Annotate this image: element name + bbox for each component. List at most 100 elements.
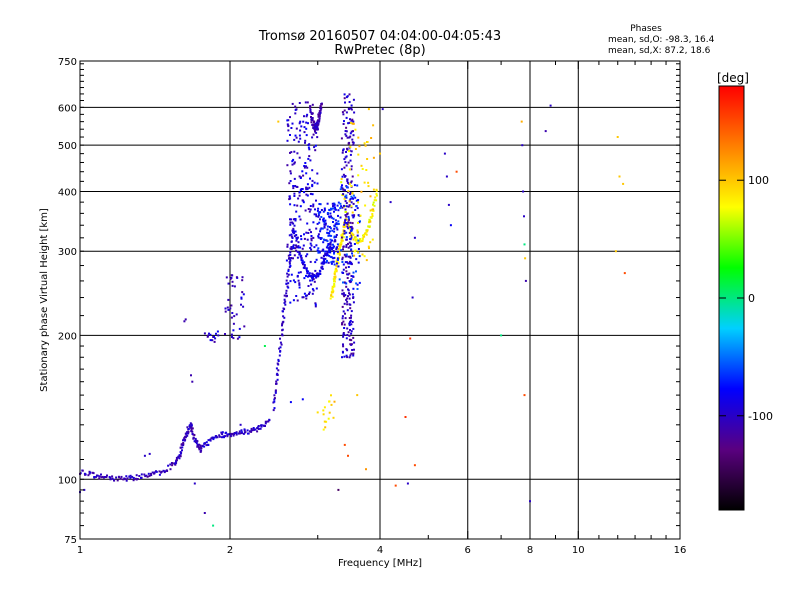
data-point bbox=[224, 333, 226, 335]
data-point bbox=[230, 316, 233, 319]
colorbar: [deg] 100 0 -100 bbox=[717, 71, 773, 511]
x-tick-label: 1 bbox=[77, 545, 83, 556]
data-point bbox=[312, 276, 315, 278]
data-point bbox=[227, 282, 230, 285]
data-point bbox=[305, 186, 308, 189]
data-point bbox=[341, 356, 343, 359]
data-point bbox=[341, 151, 344, 154]
data-point bbox=[279, 346, 282, 349]
data-point bbox=[314, 305, 317, 308]
data-point bbox=[241, 291, 244, 294]
data-point bbox=[319, 230, 322, 233]
data-point bbox=[241, 279, 244, 282]
data-point bbox=[125, 475, 128, 478]
data-point bbox=[369, 209, 372, 212]
data-point bbox=[198, 446, 200, 449]
data-point bbox=[283, 301, 286, 304]
data-point bbox=[350, 339, 353, 342]
data-point bbox=[223, 436, 225, 439]
data-point bbox=[303, 131, 306, 134]
data-point bbox=[190, 430, 193, 433]
data-point bbox=[339, 253, 341, 256]
data-point bbox=[317, 122, 320, 125]
data-point bbox=[147, 472, 150, 475]
data-point bbox=[328, 247, 331, 249]
data-point bbox=[367, 185, 370, 188]
data-point bbox=[316, 172, 319, 175]
data-point bbox=[186, 426, 189, 429]
data-point bbox=[344, 317, 347, 320]
data-point bbox=[348, 108, 350, 111]
data-point bbox=[253, 428, 256, 431]
data-point bbox=[287, 254, 290, 257]
data-point bbox=[336, 252, 339, 255]
data-point bbox=[288, 257, 290, 260]
data-point bbox=[300, 188, 303, 190]
data-point bbox=[342, 320, 345, 323]
data-point bbox=[298, 253, 301, 256]
data-point bbox=[298, 191, 301, 194]
data-point bbox=[345, 266, 347, 269]
data-point bbox=[231, 280, 234, 283]
data-point bbox=[211, 339, 214, 342]
data-point bbox=[293, 150, 296, 153]
data-point bbox=[232, 337, 235, 340]
data-point bbox=[305, 127, 308, 130]
data-point bbox=[305, 188, 308, 191]
x-tick-label: 2 bbox=[227, 545, 233, 556]
data-point bbox=[353, 348, 355, 351]
data-point bbox=[305, 294, 307, 297]
data-point bbox=[351, 118, 354, 121]
data-point bbox=[367, 225, 370, 228]
data-point bbox=[289, 223, 292, 226]
data-point bbox=[335, 222, 338, 225]
data-point bbox=[315, 124, 318, 127]
y-tick-label: 300 bbox=[58, 247, 77, 258]
data-point bbox=[301, 188, 304, 190]
data-point bbox=[350, 205, 353, 208]
data-point bbox=[200, 449, 203, 452]
data-point bbox=[289, 151, 291, 154]
colorbar-tick-label: -100 bbox=[748, 410, 773, 423]
data-point bbox=[353, 341, 356, 344]
data-point bbox=[344, 223, 347, 226]
data-point bbox=[290, 151, 293, 154]
data-point bbox=[322, 260, 325, 263]
data-point bbox=[277, 120, 280, 123]
data-point bbox=[409, 337, 412, 340]
data-point bbox=[524, 257, 527, 260]
data-point bbox=[291, 237, 294, 239]
data-point bbox=[332, 221, 334, 223]
data-point bbox=[341, 256, 344, 259]
data-point bbox=[348, 241, 351, 244]
data-point bbox=[286, 243, 289, 246]
data-point bbox=[310, 117, 313, 120]
data-point bbox=[345, 205, 348, 208]
data-point bbox=[322, 241, 325, 244]
data-point bbox=[206, 335, 209, 338]
data-point bbox=[316, 125, 319, 128]
data-point bbox=[337, 262, 340, 265]
data-point bbox=[352, 271, 355, 274]
y-axis: 75 100 200 300 400 500 600 750 bbox=[58, 57, 680, 546]
data-point bbox=[342, 281, 344, 284]
data-point bbox=[333, 210, 335, 213]
data-point bbox=[182, 442, 185, 444]
data-point bbox=[342, 333, 345, 336]
data-point bbox=[233, 432, 236, 434]
data-point bbox=[293, 161, 296, 164]
data-point bbox=[342, 248, 344, 251]
data-point bbox=[329, 242, 332, 245]
data-point bbox=[341, 111, 344, 114]
data-point bbox=[315, 213, 317, 216]
data-point bbox=[328, 226, 331, 228]
data-point bbox=[327, 261, 330, 264]
x-tick-label: 16 bbox=[674, 545, 687, 556]
data-point bbox=[356, 288, 359, 290]
data-point bbox=[339, 202, 342, 205]
data-point bbox=[158, 470, 161, 473]
data-point bbox=[343, 109, 346, 112]
data-point bbox=[254, 428, 257, 431]
data-point bbox=[322, 220, 325, 223]
data-point bbox=[232, 434, 235, 437]
